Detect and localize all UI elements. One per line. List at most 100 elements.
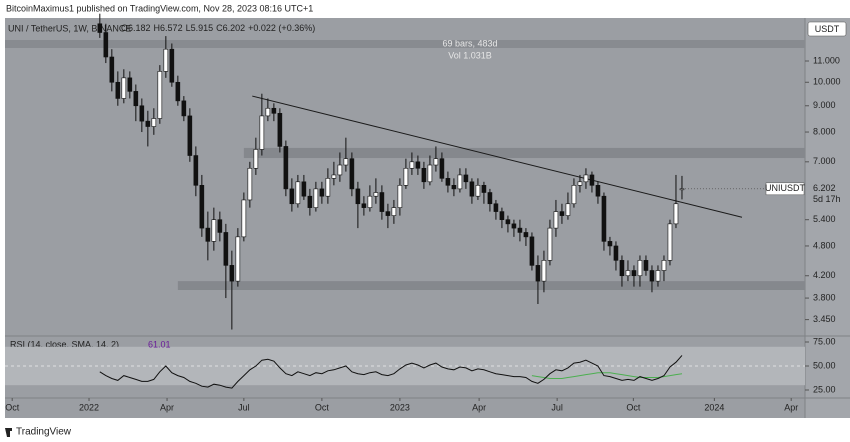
candle-body <box>655 270 661 282</box>
candle-body <box>391 207 397 216</box>
candle-body <box>103 32 109 58</box>
candle-body <box>175 81 181 102</box>
candle-body <box>145 120 151 127</box>
price-tick-label: 8.000 <box>813 126 836 136</box>
candle-body <box>295 181 301 205</box>
candle-body <box>373 192 379 197</box>
ohlc-legend: O6.182 H6.572 L5.915 C6.202 +0.022 (+0.36%) <box>121 23 315 33</box>
candle-body <box>223 232 229 266</box>
candle-body <box>187 115 193 156</box>
candle-body <box>457 174 463 190</box>
candle-body <box>247 167 253 201</box>
candle-body <box>235 236 241 282</box>
candle-body <box>121 77 127 99</box>
rsi-value: 61.01 <box>148 339 171 349</box>
candle-body <box>199 185 205 229</box>
candle-body <box>193 155 199 186</box>
candle-body <box>433 158 439 166</box>
candle-body <box>511 223 517 229</box>
candle-body <box>589 174 595 186</box>
candle-body <box>319 188 325 197</box>
candle-body <box>403 167 409 186</box>
time-tick-label: Apr <box>160 402 174 412</box>
price-axis-background <box>805 18 850 418</box>
candle-body <box>559 211 565 216</box>
candle-body <box>469 181 475 197</box>
candle-body <box>385 211 391 216</box>
measure-box <box>5 40 805 48</box>
candle-body <box>271 107 277 114</box>
candle-body <box>535 265 541 282</box>
candle-body <box>169 48 175 83</box>
candle-body <box>139 105 145 122</box>
candle-body <box>229 265 235 282</box>
candle-body <box>643 260 649 271</box>
ohlc-letter: O <box>121 23 128 33</box>
candle-body <box>649 270 655 282</box>
change-label: +0.022 (+0.36%) <box>248 23 315 33</box>
rsi-line <box>99 355 683 389</box>
price-tick-label: 4.200 <box>813 270 836 280</box>
candle-body <box>361 203 367 208</box>
candle-body <box>595 185 601 197</box>
candle-body <box>571 185 577 205</box>
ohlc-letter: H <box>154 23 161 33</box>
time-tick-label: Oct <box>315 402 330 412</box>
price-tick-label: 3.450 <box>813 314 836 324</box>
candle-body <box>343 158 349 166</box>
ohlc-value: 6.182 <box>128 23 151 33</box>
rsi-sma-line <box>531 372 683 379</box>
candle-body <box>133 91 139 107</box>
candle-body <box>259 115 265 150</box>
candle-body <box>565 203 571 216</box>
candle-body <box>577 181 583 186</box>
candle-body <box>553 211 559 229</box>
candle-body <box>625 270 631 277</box>
price-zone <box>177 281 806 290</box>
candle-body <box>301 181 307 197</box>
price-tick-label: 7.000 <box>813 156 836 166</box>
rsi-tick-label: 50.00 <box>813 360 836 370</box>
candle-body <box>157 71 163 119</box>
candle-body <box>253 149 259 169</box>
time-tick-label: Apr <box>784 402 798 412</box>
candle-body <box>547 227 553 261</box>
candle-body <box>289 188 295 205</box>
symbol-badge <box>765 182 805 196</box>
candle-body <box>601 195 607 242</box>
candle-body <box>637 260 643 277</box>
candle-body <box>241 199 247 238</box>
price-tick-label: 11.000 <box>813 55 840 65</box>
time-tick-label: Jul <box>238 402 250 412</box>
currency-badge <box>807 21 847 37</box>
candle-body <box>445 178 451 186</box>
candle-body <box>541 260 547 282</box>
candle-body <box>127 77 133 92</box>
candle-body <box>505 219 511 225</box>
candle-body <box>355 188 361 205</box>
time-tick-label: 2024 <box>704 402 724 412</box>
candle-body <box>367 195 373 208</box>
footer-logo <box>5 428 12 437</box>
symbol-legend: UNI / TetherUS, 1W, BINANCE <box>8 23 131 33</box>
candle-body <box>463 174 469 183</box>
candle-body <box>619 260 625 277</box>
candle-body <box>523 232 529 238</box>
candle-body <box>421 167 427 183</box>
candle-body <box>415 161 421 169</box>
measure-label: 69 bars, 483d <box>442 38 497 48</box>
candle-body <box>265 107 271 117</box>
price-tick-label: 10.000 <box>813 77 841 87</box>
candle-body <box>109 56 115 83</box>
candle-body <box>115 81 121 99</box>
time-tick-label: Apr <box>472 402 486 412</box>
price-tick-label: 3.800 <box>813 292 836 302</box>
last-price-label: 6.202 <box>813 183 836 193</box>
candle-body <box>481 185 487 193</box>
currency-label: USDT <box>815 24 840 34</box>
candle-body <box>205 227 211 242</box>
candle-body <box>427 164 433 183</box>
price-zone <box>243 147 805 159</box>
candle-body <box>217 219 223 233</box>
